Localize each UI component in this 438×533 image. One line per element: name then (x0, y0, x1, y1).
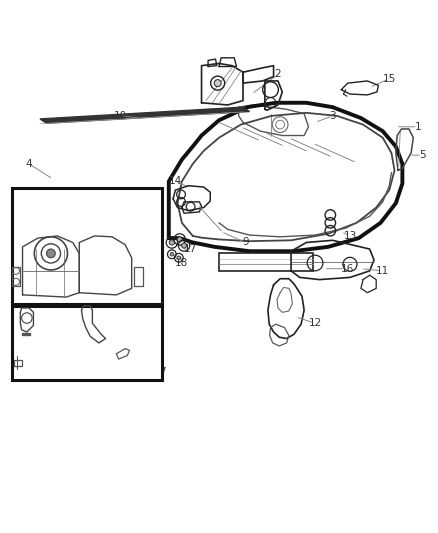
Text: 3: 3 (329, 111, 336, 121)
Text: 13: 13 (343, 231, 357, 241)
Circle shape (169, 240, 174, 245)
Text: 15: 15 (383, 74, 396, 84)
Text: 2: 2 (275, 69, 281, 79)
Text: 11: 11 (376, 266, 389, 276)
Polygon shape (21, 333, 30, 335)
Circle shape (177, 237, 182, 242)
Text: 4: 4 (26, 159, 32, 169)
Circle shape (181, 243, 187, 248)
Text: 18: 18 (174, 258, 187, 268)
Circle shape (214, 79, 221, 87)
Text: 1: 1 (414, 122, 421, 132)
Text: 16: 16 (341, 264, 354, 273)
Circle shape (46, 249, 55, 258)
Text: 17: 17 (184, 244, 197, 254)
Bar (12, 306, 162, 380)
Circle shape (177, 256, 180, 260)
Text: 12: 12 (308, 318, 321, 328)
Text: 9: 9 (242, 238, 248, 247)
Bar (12, 188, 162, 304)
Circle shape (170, 253, 173, 256)
Text: 7: 7 (159, 367, 166, 377)
Bar (219, 253, 313, 271)
Text: 5: 5 (419, 150, 425, 160)
Text: 10: 10 (114, 111, 127, 121)
Polygon shape (40, 107, 250, 123)
Text: 14: 14 (169, 176, 182, 187)
